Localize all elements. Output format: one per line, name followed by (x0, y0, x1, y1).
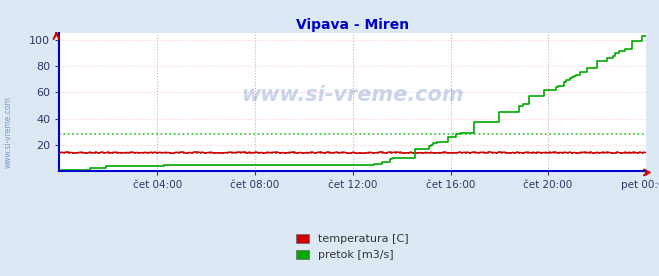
Text: www.si-vreme.com: www.si-vreme.com (3, 97, 13, 168)
Legend: temperatura [C], pretok [m3/s]: temperatura [C], pretok [m3/s] (292, 229, 413, 264)
Title: Vipava - Miren: Vipava - Miren (296, 18, 409, 32)
Text: www.si-vreme.com: www.si-vreme.com (241, 85, 464, 105)
